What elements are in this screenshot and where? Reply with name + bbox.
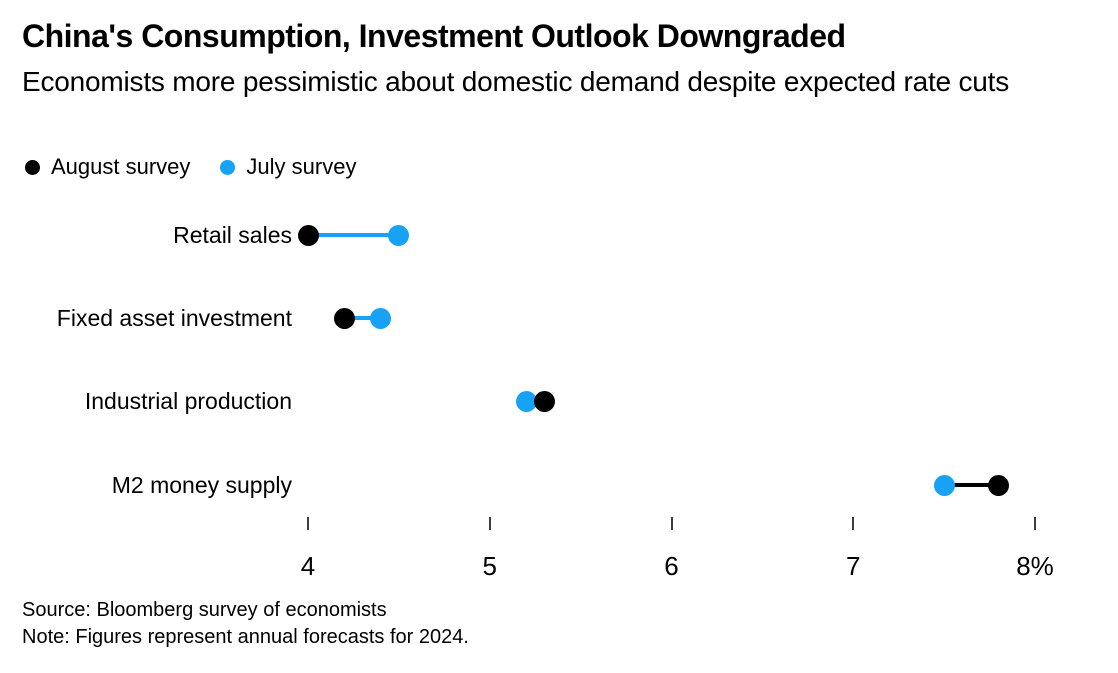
august-legend-dot-icon xyxy=(25,159,40,175)
legend-label-august: August survey xyxy=(51,154,191,179)
july-legend-dot-icon xyxy=(220,159,236,175)
category-label: Retail sales xyxy=(173,222,292,248)
axis-tick xyxy=(1034,517,1036,530)
source-note: Source: Bloomberg survey of economists xyxy=(22,599,387,621)
category-label: M2 money supply xyxy=(111,472,292,498)
axis-tick xyxy=(488,517,491,530)
footer: Source: Bloomberg survey of economists N… xyxy=(22,597,469,651)
page-title: China's Consumption, Investment Outlook … xyxy=(22,18,846,54)
connector-line xyxy=(344,316,381,320)
august-dot xyxy=(533,390,555,412)
figure-note: Note: Figures represent annual forecasts… xyxy=(22,626,469,648)
july-dot xyxy=(388,224,410,246)
july-dot xyxy=(370,307,392,329)
august-dot xyxy=(333,307,355,329)
legend: August survey July survey xyxy=(25,154,356,180)
axis-tick xyxy=(670,517,673,530)
category-label: Fixed asset investment xyxy=(56,305,292,331)
august-dot xyxy=(297,224,319,246)
legend-label-july: July survey xyxy=(246,154,357,179)
legend-item-august: August survey xyxy=(25,154,190,180)
axis-tick-label: 5 xyxy=(482,551,497,581)
axis-tick xyxy=(307,517,309,530)
axis-tick-label: 4 xyxy=(300,551,316,581)
axis-tick-label: 7 xyxy=(846,551,861,581)
july-dot xyxy=(515,390,537,412)
connector-line xyxy=(944,483,999,487)
axis-tick-label: 8% xyxy=(1016,551,1054,581)
connector-line xyxy=(308,233,399,237)
legend-item-july: July survey xyxy=(220,154,356,180)
chart-subtitle: Economists more pessimistic about domest… xyxy=(22,66,1010,97)
axis-tick-label: 6 xyxy=(664,551,679,581)
axis-tick xyxy=(852,517,855,530)
category-label: Industrial production xyxy=(84,388,292,414)
july-dot xyxy=(933,474,955,496)
august-dot xyxy=(988,474,1010,496)
